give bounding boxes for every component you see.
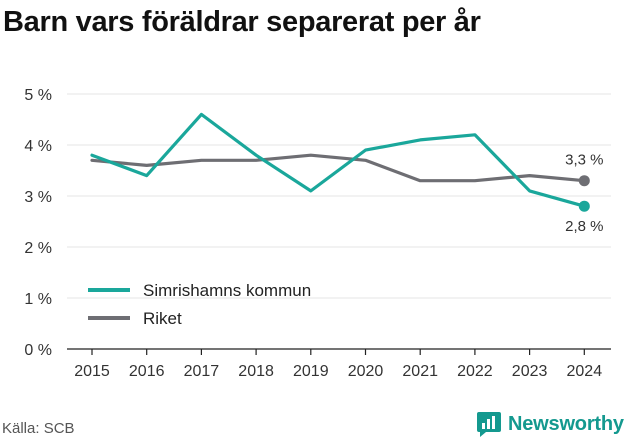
gridlines xyxy=(67,93,611,299)
y-tick-label: 2 % xyxy=(24,240,52,257)
x-tick-label: 2015 xyxy=(74,363,110,380)
series-lines xyxy=(90,112,590,212)
newsworthy-logo: Newsworthy xyxy=(476,408,624,440)
legend-label: Simrishamns kommun xyxy=(143,281,311,300)
x-tick-label: 2018 xyxy=(238,363,274,380)
x-tick-label: 2019 xyxy=(293,363,329,380)
y-tick-label: 0 % xyxy=(24,342,52,359)
chart-title: Barn vars föräldrar separerat per år xyxy=(3,6,481,38)
end-point-simrishamn xyxy=(578,200,590,212)
x-tick-label: 2021 xyxy=(402,363,438,380)
source-note: Källa: SCB xyxy=(2,420,75,437)
brand-name: Newsworthy xyxy=(508,412,624,435)
series-line-simrishamn xyxy=(90,112,586,208)
x-axis: 2015 2016 2017 2018 2019 2020 2021 2022 2023 2024 xyxy=(67,348,611,380)
series-line-riket xyxy=(90,153,586,183)
x-tick-label: 2024 xyxy=(567,363,603,380)
x-tick-label: 2022 xyxy=(457,363,493,380)
y-tick-label: 4 % xyxy=(24,138,52,155)
y-axis: 0 % 1 % 2 % 3 % 4 % 5 % xyxy=(24,87,52,359)
end-label-riket: 3,3 % xyxy=(565,152,603,169)
end-label-simrishamn: 2,8 % xyxy=(565,218,603,235)
y-tick-label: 5 % xyxy=(24,87,52,104)
newsworthy-bar-chart-icon xyxy=(477,412,501,437)
y-tick-label: 3 % xyxy=(24,189,52,206)
x-tick-label: 2020 xyxy=(348,363,384,380)
y-tick-label: 1 % xyxy=(24,291,52,308)
end-labels: 2,8 % 3,3 % xyxy=(565,152,603,236)
legend-label: Riket xyxy=(143,309,182,328)
x-tick-label: 2016 xyxy=(129,363,165,380)
x-tick-label: 2023 xyxy=(512,363,548,380)
legend: Simrishamns kommun Riket xyxy=(88,281,311,328)
x-tick-label: 2017 xyxy=(184,363,220,380)
end-point-riket xyxy=(578,175,590,187)
